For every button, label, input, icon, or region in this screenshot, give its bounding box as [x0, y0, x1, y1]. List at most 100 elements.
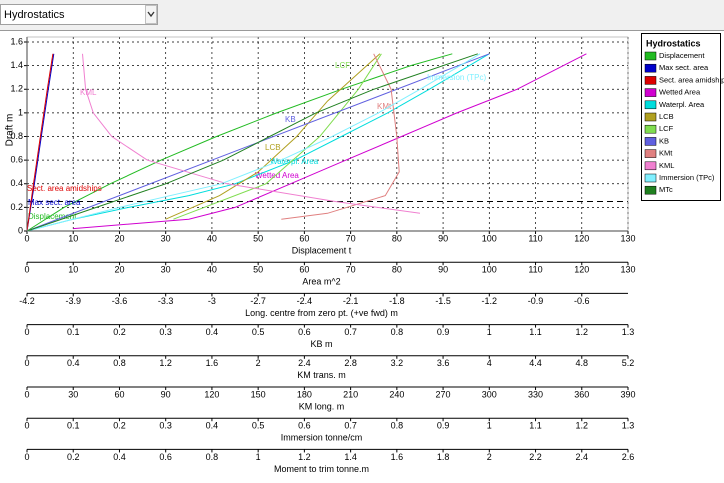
x-tick-label: 0.8	[391, 327, 404, 337]
x-tick-label: 5.2	[622, 358, 635, 368]
curve	[281, 53, 400, 220]
x-tick-label: 1.6	[206, 358, 219, 368]
y-tick-label: 0.2	[10, 202, 23, 212]
x-tick-label: 60	[299, 265, 309, 275]
curve	[26, 53, 453, 232]
x-tick-label: 0.9	[437, 421, 450, 431]
x-tick-label: 2.8	[344, 358, 357, 368]
x-tick-label: 0.3	[159, 327, 172, 337]
x-tick-label: 300	[482, 389, 497, 399]
x-tick-label: 100	[482, 233, 497, 243]
x-tick-label: 130	[620, 233, 635, 243]
x-tick-label: 1.1	[529, 421, 542, 431]
x-tick-label: 1.6	[391, 452, 404, 462]
x-tick-label: -1.8	[389, 296, 405, 306]
x-tick-label: 4.4	[529, 358, 542, 368]
curve	[26, 53, 481, 232]
x-tick-label: 0.3	[159, 421, 172, 431]
x-tick-label: 10	[68, 233, 78, 243]
plot-frame	[26, 36, 629, 232]
x-tick-label: 0.4	[67, 358, 80, 368]
x-tick-label: 50	[253, 265, 263, 275]
y-tick-label: 0.8	[10, 131, 23, 141]
x-tick-label: 360	[574, 389, 589, 399]
dropdown-button[interactable]	[145, 5, 157, 24]
x-tick-label: 0	[24, 389, 29, 399]
x-tick-label: 20	[114, 233, 124, 243]
x-tick-label: 0.9	[437, 327, 450, 337]
x-tick-label: 3.2	[391, 358, 404, 368]
x-tick-label: 0.2	[113, 327, 126, 337]
legend-swatch	[644, 100, 657, 110]
legend-label: Sect. area amidships	[659, 75, 724, 84]
x-tick-label: 10	[68, 265, 78, 275]
legend-swatch	[644, 185, 657, 195]
dropdown[interactable]: Hydrostatics	[0, 4, 158, 25]
legend-label: KB	[659, 136, 669, 145]
x-tick-label: 0	[24, 233, 29, 243]
x-axis-title: Moment to trim tonne.m	[274, 464, 369, 474]
legend-label: KML	[659, 161, 674, 170]
x-axis-title: KM trans. m	[297, 370, 346, 380]
legend-swatch	[644, 124, 657, 134]
curve	[82, 53, 421, 214]
x-tick-label: 80	[392, 265, 402, 275]
x-tick-label: 30	[161, 265, 171, 275]
legend-title: Hydrostatics	[646, 38, 701, 48]
curve-label: Sect. area amidships	[27, 184, 102, 193]
x-tick-label: 90	[438, 265, 448, 275]
x-tick-label: 50	[253, 233, 263, 243]
x-axis-title: Immersion tonne/cm	[281, 433, 363, 443]
x-tick-label: 0.4	[206, 421, 219, 431]
legend-swatch	[644, 137, 657, 146]
x-tick-label: -0.6	[574, 296, 590, 306]
x-tick-label: 1.2	[159, 358, 172, 368]
x-tick-label: 30	[161, 233, 171, 243]
x-tick-label: 1.3	[622, 421, 635, 431]
curve-label: KB	[285, 115, 296, 124]
x-tick-label: 0.5	[252, 327, 265, 337]
x-tick-label: 80	[392, 233, 402, 243]
x-tick-label: 0.4	[206, 327, 219, 337]
x-tick-label: -3.9	[65, 296, 81, 306]
x-tick-label: 2.2	[529, 452, 542, 462]
x-axis-title: Displacement t	[292, 245, 352, 255]
legend-swatch	[644, 63, 657, 73]
x-tick-label: -0.9	[528, 296, 544, 306]
x-tick-label: -3.6	[112, 296, 128, 306]
x-tick-label: 180	[297, 389, 312, 399]
x-tick-label: -2.1	[343, 296, 359, 306]
x-tick-label: 2.4	[298, 358, 311, 368]
legend-swatch	[644, 149, 657, 158]
y-tick-label: 1.4	[10, 60, 23, 70]
x-tick-label: 1.2	[298, 452, 311, 462]
x-tick-label: 70	[346, 233, 356, 243]
x-tick-label: 330	[528, 389, 543, 399]
curve	[26, 53, 55, 232]
x-tick-label: 0	[24, 421, 29, 431]
y-axis-title: Draft m	[5, 114, 16, 147]
x-tick-label: 1	[256, 452, 261, 462]
legend-label: LCB	[659, 112, 674, 121]
x-tick-label: 120	[574, 265, 589, 275]
x-tick-label: 0.8	[391, 421, 404, 431]
x-tick-label: 390	[620, 389, 635, 399]
curve	[73, 53, 587, 230]
legend-label: LCF	[659, 124, 674, 133]
x-tick-label: 60	[299, 233, 309, 243]
x-tick-label: 1.2	[576, 327, 589, 337]
curve-label: LCF	[335, 61, 350, 70]
x-tick-label: 90	[161, 389, 171, 399]
curve-label: KML	[80, 88, 97, 97]
x-tick-label: 100	[482, 265, 497, 275]
x-tick-label: 1.1	[529, 327, 542, 337]
x-tick-label: 120	[204, 389, 219, 399]
x-tick-label: 0.6	[159, 452, 172, 462]
curve-label: Waterpl. Area	[270, 157, 319, 166]
x-tick-label: 1.4	[344, 452, 357, 462]
x-tick-label: 110	[528, 265, 542, 275]
x-tick-label: 40	[207, 233, 217, 243]
x-tick-label: 0.4	[113, 452, 126, 462]
x-tick-label: 0.2	[113, 421, 126, 431]
